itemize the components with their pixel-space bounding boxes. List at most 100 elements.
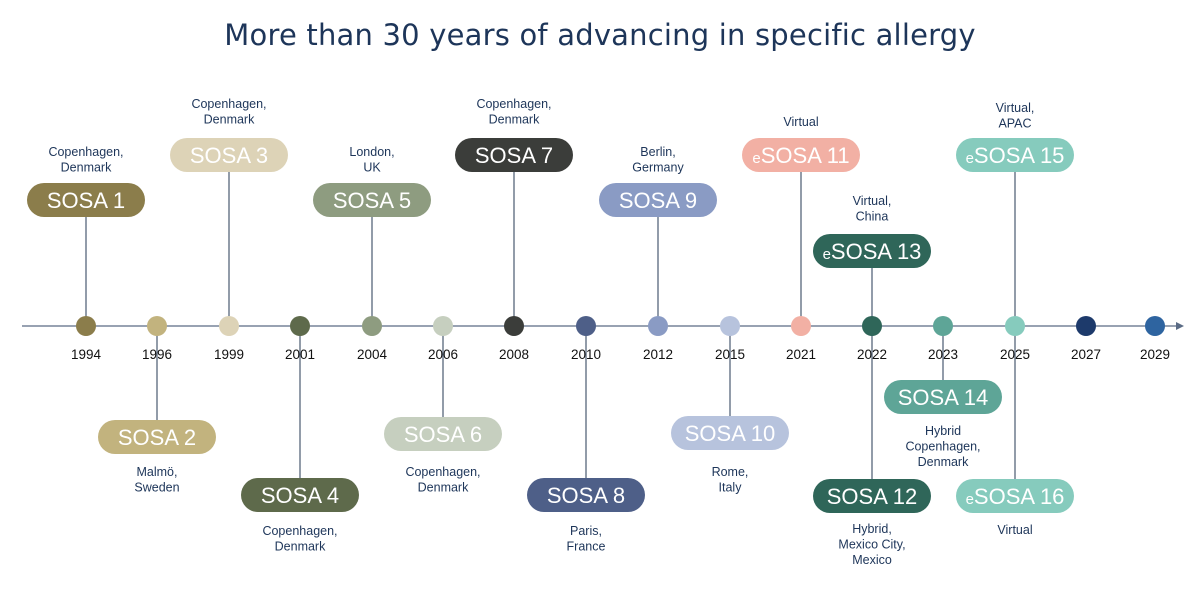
event-pill-background [599,183,717,217]
year-label: 2004 [357,347,388,362]
event-pill-background [27,183,145,217]
event-pill-background [956,138,1074,172]
event-pill: eSOSA 15 [956,138,1074,172]
event-pill-background [956,479,1074,513]
event-location: Copenhagen, [191,97,266,111]
event-location: Berlin, [640,145,675,159]
event-location: APAC [998,117,1031,131]
event-pill-label: SOSA 8 [547,483,625,508]
year-label: 2027 [1071,347,1101,362]
year-label: 2015 [715,347,745,362]
event-pill-label: SOSA 5 [333,188,411,213]
year-dot [862,316,882,336]
event-pill: SOSA 14 [884,380,1002,414]
event-pill: SOSA 8 [527,478,645,512]
event-location: UK [363,161,381,175]
year-label: 2025 [1000,347,1030,362]
event-location: France [567,540,606,554]
year-label: 2021 [786,347,816,362]
event-pill: SOSA 10 [671,416,789,450]
event-pill-background [98,420,216,454]
event-location: Virtual, [853,194,892,208]
event-pill: SOSA 1 [27,183,145,217]
event-pill-background [671,416,789,450]
event-location: Copenhagen, [405,465,480,479]
event-pill-label: eSOSA 15 [966,143,1065,168]
year-label: 2008 [499,347,529,362]
event-pill: SOSA 12 [813,479,931,513]
axis-arrow-icon [1176,322,1184,330]
event-pill-label: SOSA 12 [827,484,918,509]
event-pill-label: SOSA 4 [261,483,339,508]
event-location: Denmark [918,455,969,469]
year-dot [933,316,953,336]
event-pill-background [384,417,502,451]
year-label: 1996 [142,347,172,362]
year-dot [1005,316,1025,336]
year-dot [1076,316,1096,336]
event-pill-background [813,234,931,268]
event-location: Italy [719,481,743,495]
year-dot [1145,316,1165,336]
event-pill-label: eSOSA 13 [823,239,922,264]
event-pill: SOSA 4 [241,478,359,512]
event-location: Hybrid [925,424,961,438]
event-pill: SOSA 2 [98,420,216,454]
event-pill-label: SOSA 10 [685,421,776,446]
year-label: 1999 [214,347,244,362]
year-dot [648,316,668,336]
event-pill-label: SOSA 14 [898,385,989,410]
event-pill-prefix: e [823,246,831,263]
event-pill-background [455,138,573,172]
year-dot [219,316,239,336]
event-pill-name: SOSA 13 [831,239,922,264]
event-pill-label: SOSA 1 [47,188,125,213]
year-label: 1994 [71,347,102,362]
event-pill: SOSA 5 [313,183,431,217]
event-pill-name: SOSA 15 [974,143,1065,168]
event-location: Virtual, [996,101,1035,115]
event-location: Denmark [418,481,469,495]
event-location: Denmark [61,161,112,175]
year-dot [433,316,453,336]
event-pill: eSOSA 13 [813,234,931,268]
event-pill-background [527,478,645,512]
year-dot [147,316,167,336]
event-pill-background [313,183,431,217]
year-label: 2001 [285,347,315,362]
event-location: Rome, [712,465,749,479]
event-pill-name: SOSA 11 [761,143,850,168]
event-pill-label: eSOSA 11 [752,143,849,168]
event-pill: eSOSA 16 [956,479,1074,513]
event-pill-label: SOSA 9 [619,188,697,213]
event-pill: SOSA 3 [170,138,288,172]
year-label: 2010 [571,347,601,362]
event-location: Denmark [275,540,326,554]
year-dot [290,316,310,336]
event-location: Sweden [134,481,179,495]
year-dot [791,316,811,336]
event-location: Denmark [489,113,540,127]
year-dot [76,316,96,336]
event-pill: SOSA 9 [599,183,717,217]
event-location: Virtual [783,115,818,129]
event-pill-label: eSOSA 16 [966,484,1065,509]
year-dot [576,316,596,336]
event-pill-background [170,138,288,172]
year-label: 2022 [857,347,887,362]
year-label: 2006 [428,347,458,362]
event-pill-background [884,380,1002,414]
event-location: China [856,210,889,224]
year-dot [362,316,382,336]
year-label: 2012 [643,347,673,362]
event-pill-label: SOSA 2 [118,425,196,450]
event-location: Germany [632,161,684,175]
event-pill: SOSA 7 [455,138,573,172]
page-title: More than 30 years of advancing in speci… [224,18,976,52]
event-location: Copenhagen, [48,145,123,159]
event-pill: SOSA 6 [384,417,502,451]
event-pill-background [241,478,359,512]
year-label: 2029 [1140,347,1170,362]
event-pill-prefix: e [966,491,974,508]
